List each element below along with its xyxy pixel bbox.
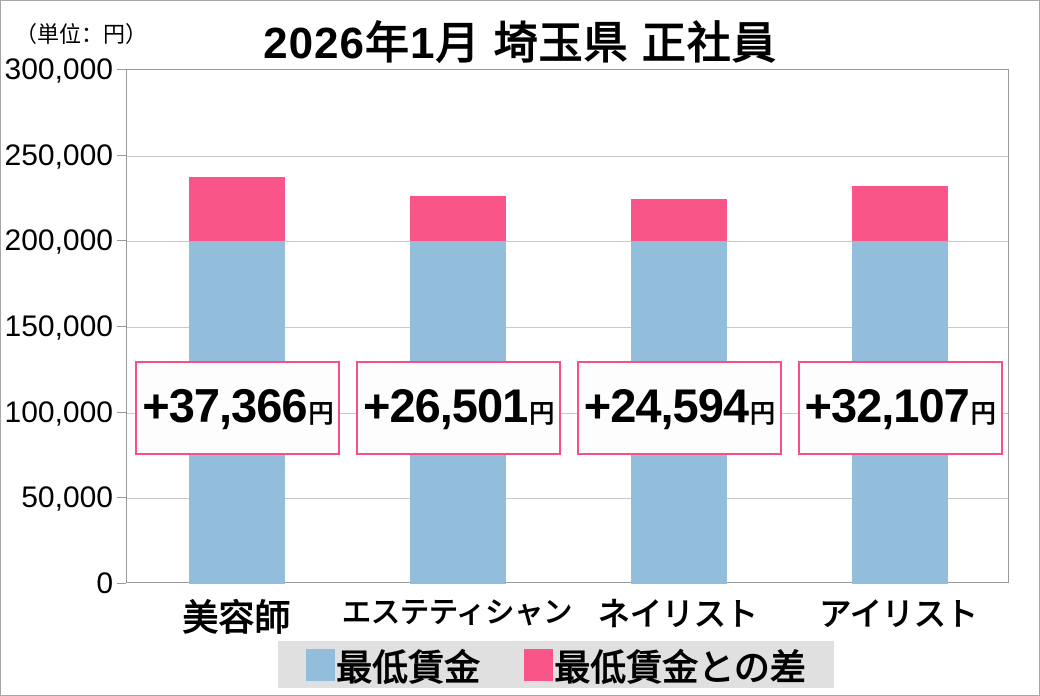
diff-label-value: +26,501: [363, 379, 528, 432]
y-tick-label: 0: [96, 567, 113, 600]
y-tick-label: 50,000: [21, 481, 113, 515]
bar-segment-diff: [410, 195, 507, 242]
gridline: [127, 155, 1008, 157]
bar-segment-diff: [851, 186, 948, 242]
diff-label-unit: 円: [308, 400, 334, 428]
y-axis-tick: [117, 154, 126, 156]
y-tick-label: 100,000: [4, 395, 113, 429]
legend-label: 最低賃金: [336, 646, 481, 688]
unit-label: （単位：円）: [15, 22, 148, 47]
category-label: アイリスト: [819, 596, 978, 632]
diff-label-unit: 円: [970, 400, 996, 428]
diff-label-value: +32,107: [804, 379, 970, 432]
plot-area: +37,366 円 +26,501 円 +24,594 円 +32,107 円: [126, 69, 1009, 584]
legend: 最低賃金 最低賃金との差: [278, 641, 834, 688]
diff-label-box: +26,501 円: [356, 361, 562, 455]
category-label: 美容師: [182, 597, 291, 638]
diff-label-unit: 円: [749, 400, 775, 428]
legend-item: 最低賃金との差: [524, 639, 806, 691]
y-tick-label: 200,000: [4, 224, 113, 258]
y-axis-tick: [117, 240, 126, 242]
diff-label-unit: 円: [529, 400, 555, 428]
diff-label-box: +32,107 円: [797, 361, 1003, 455]
category-label: ネイリスト: [597, 596, 758, 632]
y-tick-label: 250,000: [4, 138, 113, 172]
category-label: エステティシャン: [341, 597, 573, 629]
gridline: [127, 327, 1008, 328]
y-axis-tick: [117, 497, 126, 499]
diff-label-box: +37,366 円: [135, 361, 341, 455]
gridline: [127, 241, 1008, 243]
legend-item: 最低賃金: [306, 639, 480, 691]
y-axis-tick: [117, 326, 126, 327]
chart-title: 2026年1月 埼玉県 正社員: [263, 19, 777, 68]
legend-label: 最低賃金との差: [554, 646, 806, 688]
y-tick-label: 300,000: [4, 53, 113, 86]
legend-swatch: [306, 648, 336, 681]
bar-segment-diff: [189, 177, 286, 242]
diff-label-value: +37,366: [142, 379, 307, 432]
diff-label-value: +24,594: [583, 379, 749, 432]
bar-segment-diff: [630, 199, 727, 242]
y-tick-label: 150,000: [4, 310, 113, 343]
y-axis-tick: [117, 583, 126, 584]
legend-swatch: [524, 648, 554, 681]
y-axis-tick: [117, 411, 126, 413]
y-axis-tick: [117, 69, 126, 70]
gridline: [127, 498, 1008, 500]
diff-label-box: +24,594 円: [576, 361, 782, 455]
gridline: [127, 412, 1008, 414]
